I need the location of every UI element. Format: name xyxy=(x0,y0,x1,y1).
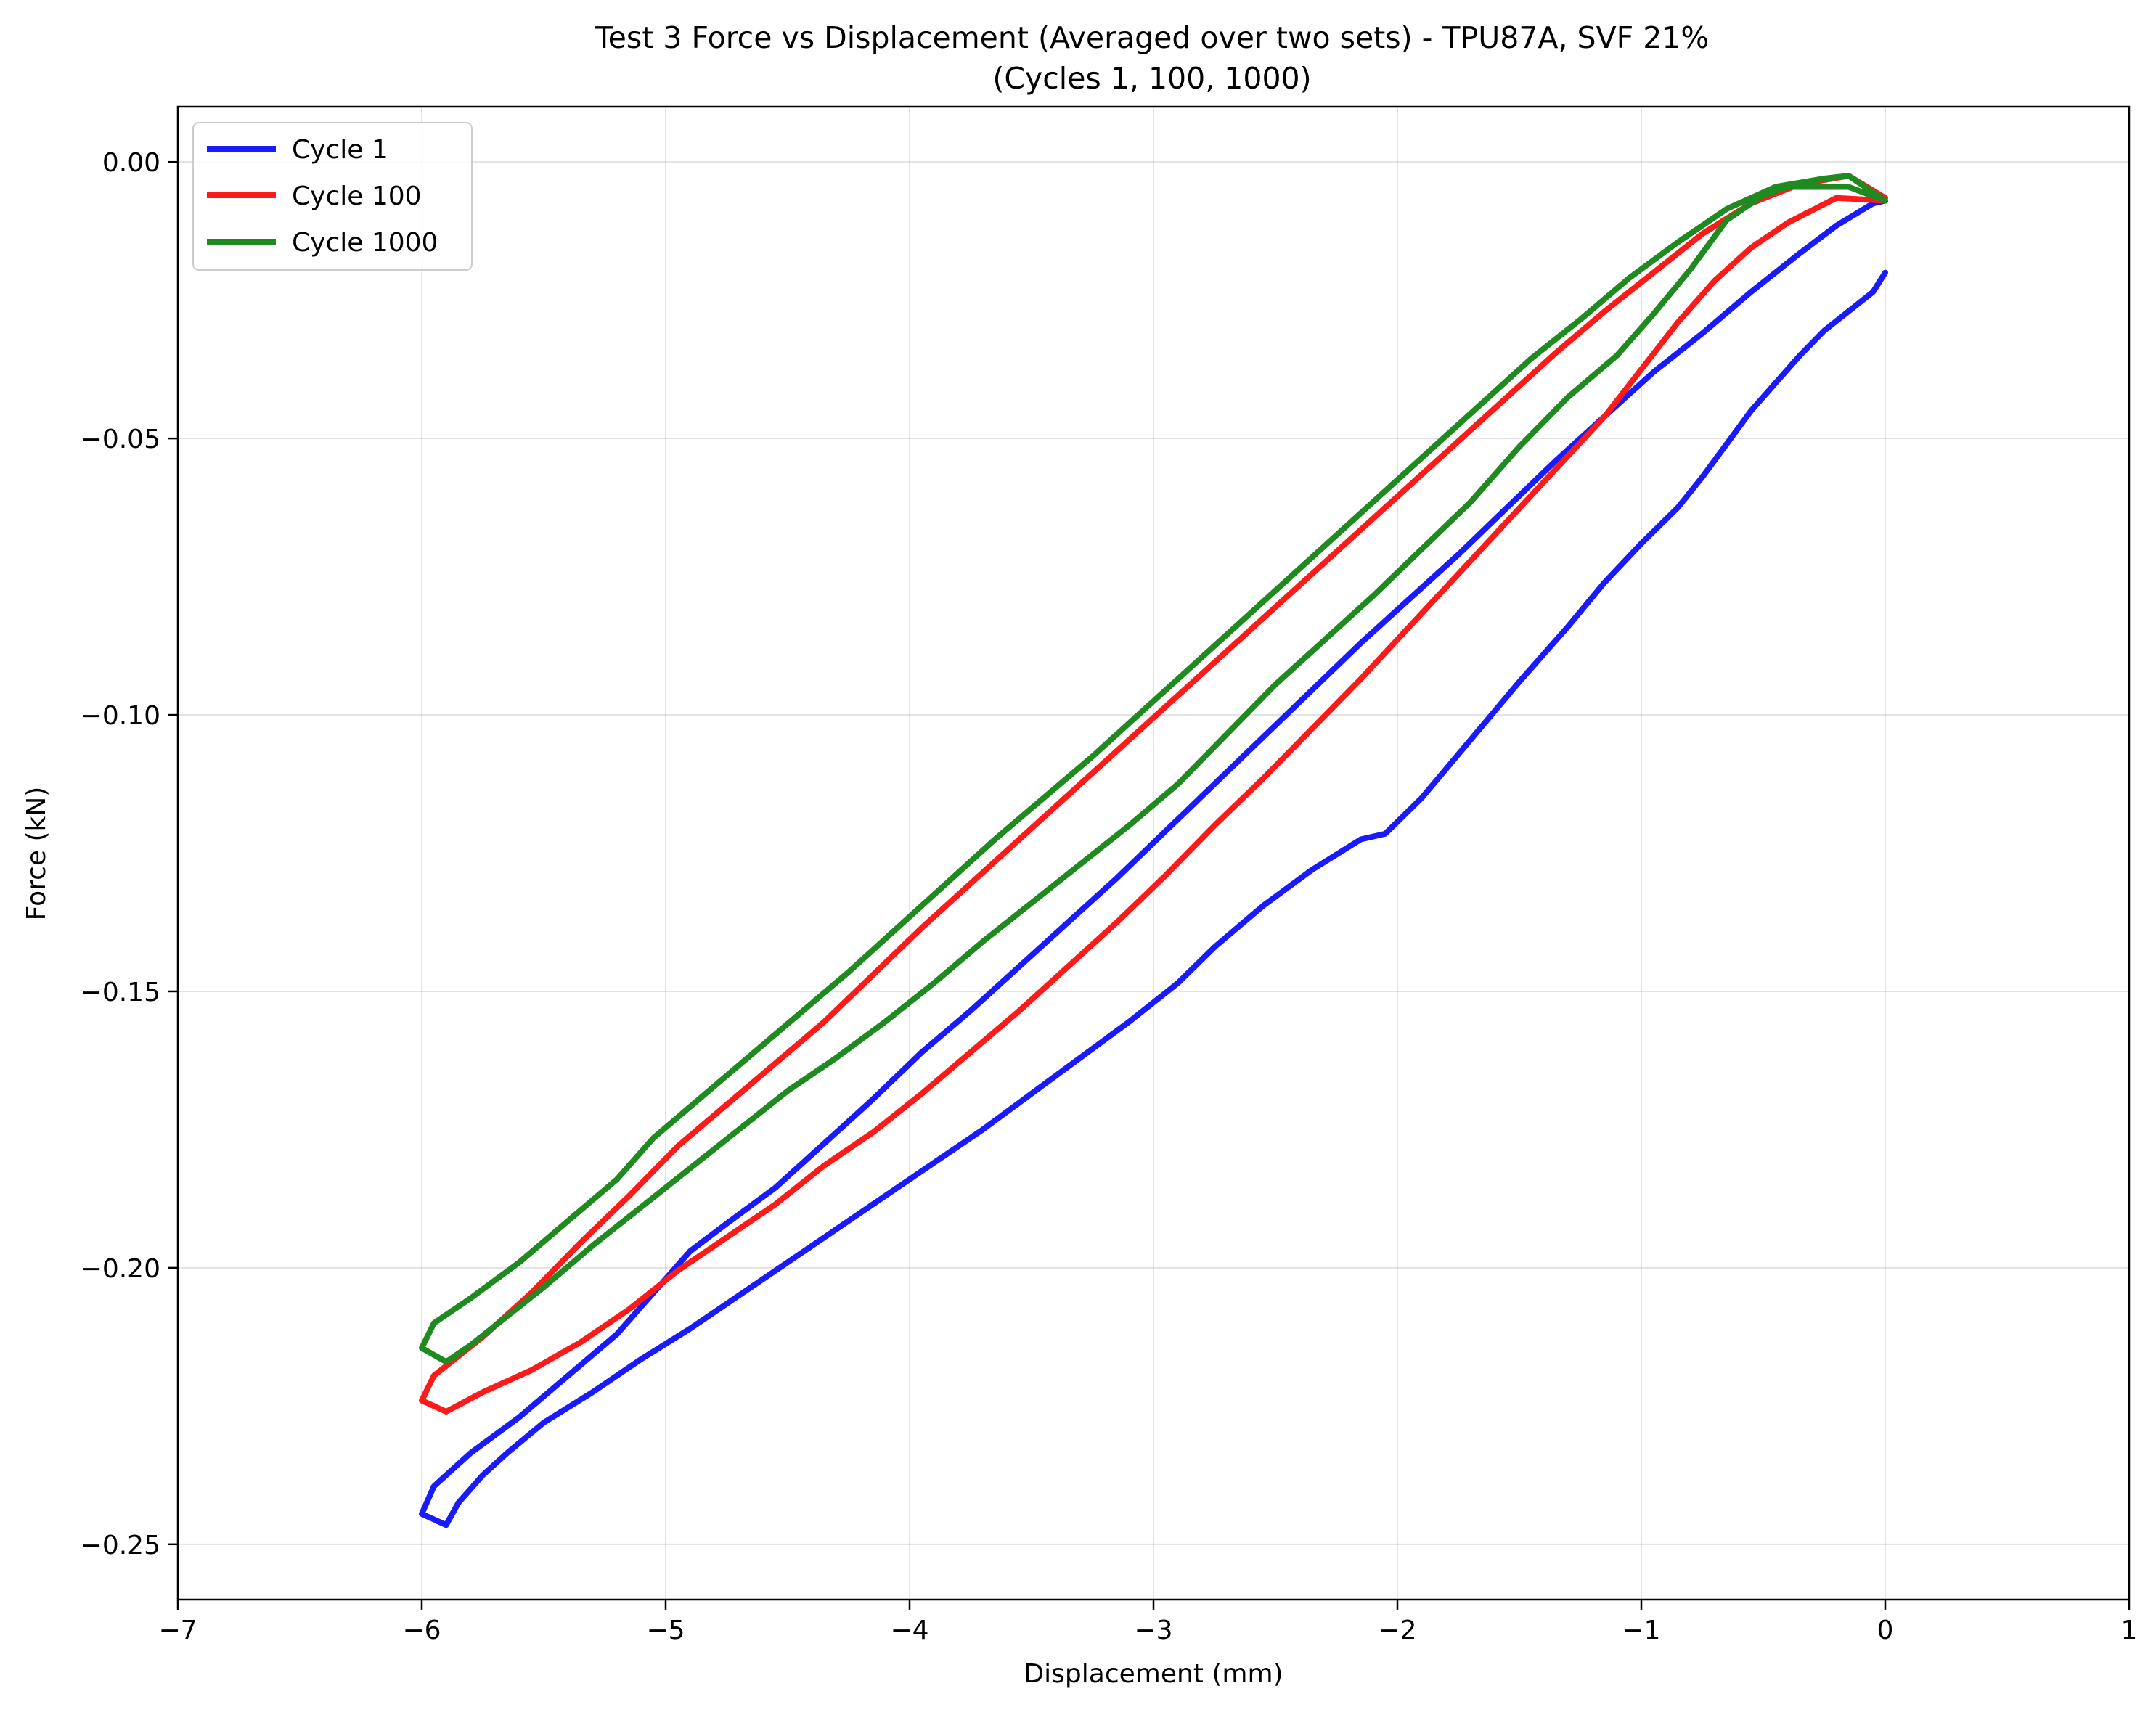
legend-label-cycle-100: Cycle 100 xyxy=(292,181,422,211)
plot-area xyxy=(419,173,1888,1528)
y-tick-label: −0.10 xyxy=(81,701,160,731)
x-tick-label: −6 xyxy=(402,1616,441,1645)
y-tick-label: 0.00 xyxy=(102,148,160,178)
x-tick-label: −4 xyxy=(890,1616,928,1645)
series-line-cycle-1000 xyxy=(419,173,1888,1365)
x-tick-label: −2 xyxy=(1378,1616,1416,1645)
x-tick-label: −7 xyxy=(158,1616,197,1645)
chart-title: Test 3 Force vs Displacement (Averaged o… xyxy=(595,20,1710,55)
y-axis-label: Force (kN) xyxy=(22,787,52,921)
y-tick-label: −0.15 xyxy=(81,978,160,1007)
chart-subtitle: (Cycles 1, 100, 1000) xyxy=(992,61,1311,96)
tick-layer: −7 −6 −5 −4 −3 −2 −1 0 1 0.00 −0.05 −0.10 −0.15 −0.20… xyxy=(81,148,2138,1645)
legend-box xyxy=(192,122,473,271)
y-tick-label: −0.05 xyxy=(81,425,160,454)
x-tick-label: 1 xyxy=(2121,1616,2138,1645)
legend-label-cycle-1000: Cycle 1000 xyxy=(292,228,438,258)
y-tick-label: −0.25 xyxy=(81,1531,160,1560)
x-axis-label: Displacement (mm) xyxy=(1024,1659,1283,1689)
series-line-cycle-1 xyxy=(419,197,1888,1528)
x-tick-label: −3 xyxy=(1134,1616,1172,1645)
series-line-cycle-100 xyxy=(419,173,1888,1415)
legend: Cycle 1 Cycle 100 Cycle 1000 xyxy=(192,122,473,271)
x-tick-label: 0 xyxy=(1877,1616,1894,1645)
x-tick-label: −5 xyxy=(646,1616,685,1645)
y-tick-label: −0.20 xyxy=(81,1254,160,1284)
legend-label-cycle-1: Cycle 1 xyxy=(292,135,388,165)
x-tick-label: −1 xyxy=(1622,1616,1660,1645)
